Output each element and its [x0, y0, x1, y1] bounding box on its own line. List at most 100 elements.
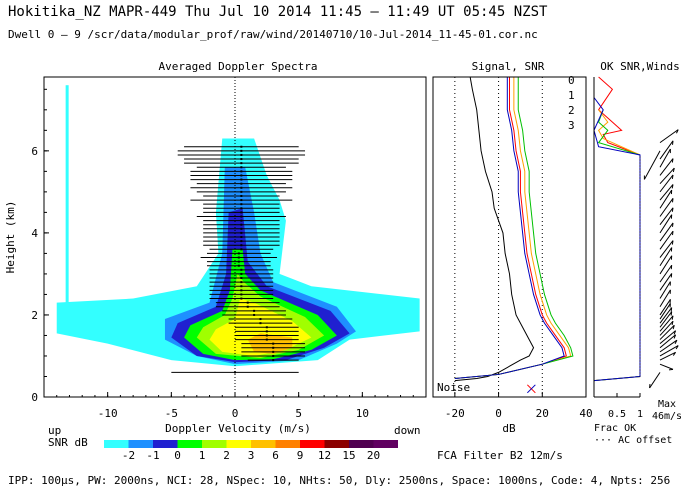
colorbar-swatch [349, 440, 374, 448]
mean-velocity-marker [240, 162, 243, 165]
mean-velocity-marker [240, 194, 243, 197]
mean-velocity-marker [240, 153, 243, 156]
wind-vector [643, 150, 661, 180]
colorbar-level-label: 2 [223, 449, 230, 462]
mean-velocity-marker [240, 178, 243, 181]
colorbar-swatch [300, 440, 325, 448]
winds-plot: 0.5 1 [593, 76, 679, 420]
spectra-xlabel: Doppler Velocity (m/s) [165, 422, 311, 435]
mean-velocity-marker [272, 342, 275, 345]
wind-vector [659, 303, 671, 320]
x-tick-label: 10 [356, 407, 369, 420]
snr-xlabel: dB [502, 422, 516, 435]
spectra-title: Averaged Doppler Spectra [159, 60, 318, 73]
mean-velocity-marker [240, 190, 243, 193]
x-tick-label: 5 [295, 407, 302, 420]
mean-velocity-marker [240, 289, 243, 292]
mean-velocity-marker [240, 281, 243, 284]
wind-arrowhead [672, 351, 677, 356]
y-tick-label: 6 [31, 145, 38, 158]
wind-vector [659, 129, 679, 144]
mean-velocity-marker [240, 240, 243, 243]
colorbar-swatch [275, 440, 300, 448]
filter-label: FCA Filter B2 12m/s [437, 449, 563, 462]
wind-vector [659, 281, 671, 299]
colorbar-swatch [128, 440, 153, 448]
mean-velocity-marker [259, 322, 262, 325]
wind-vector [659, 184, 674, 201]
header-title: Hokitika_NZ MAPR-449 Thu Jul 10 2014 11:… [8, 4, 548, 20]
wind-arrowhead [671, 315, 674, 320]
mean-velocity-marker [265, 338, 268, 341]
mean-velocity-marker [237, 256, 240, 259]
max-label: Max [658, 399, 676, 410]
colorbar-down-label: down [394, 424, 421, 437]
wind-arrowhead [673, 334, 677, 339]
fracok-series-0 [593, 76, 641, 382]
snr-series-3 [454, 77, 565, 380]
x-tick-label: 0 [495, 407, 502, 420]
colorbar-level-label: 15 [342, 449, 355, 462]
wind-vector [659, 174, 674, 193]
noise-marker [527, 384, 536, 394]
colorbar-level-label: 3 [248, 449, 255, 462]
mean-velocity-marker [265, 334, 268, 337]
snr-plot: -20 0 20 40 [445, 76, 593, 420]
colorbar-swatch [251, 440, 276, 448]
wind-vector [659, 351, 676, 361]
mean-velocity-marker [240, 182, 243, 185]
wind-vector [659, 339, 678, 353]
y-tick-label: 2 [31, 309, 38, 322]
wind-vector [659, 307, 673, 324]
legend-entry-0: 0 [568, 74, 575, 87]
colorbar-swatch [202, 440, 227, 448]
mean-velocity-marker [240, 268, 243, 271]
x-tick-label: 0 [232, 407, 239, 420]
fracok-label: Frac OK [594, 423, 636, 434]
snr-title: Signal, SNR [472, 60, 545, 73]
spectra-heatmap [56, 77, 420, 397]
mean-velocity-marker [253, 313, 256, 316]
x-tick-label: 1 [637, 409, 643, 420]
snr-frame [432, 76, 587, 398]
wind-arrowhead [672, 325, 675, 330]
wind-vector [659, 214, 673, 234]
wind-vector [659, 311, 673, 328]
wind-arrowhead [671, 207, 674, 212]
wind-vector [659, 324, 675, 340]
mean-velocity-marker [237, 260, 240, 263]
colorbar-swatch [104, 440, 129, 448]
wind-arrowhead [671, 321, 674, 326]
snr-colorbar: -2 -1 0 1 2 3 6 9 12 15 20 [104, 440, 398, 462]
wind-vector [659, 247, 673, 266]
mean-velocity-marker [237, 264, 240, 267]
legend-entry-3: 3 [568, 119, 575, 132]
mean-velocity-marker [240, 219, 243, 222]
colorbar-up-label: up [48, 424, 61, 437]
colorbar-swatch [153, 440, 178, 448]
wind-vector [659, 148, 671, 168]
mean-velocity-marker [240, 207, 243, 210]
snr-series-2 [454, 77, 574, 380]
wind-vector [659, 197, 674, 217]
mean-velocity-marker [240, 203, 243, 206]
colorbar-level-label: -2 [122, 449, 135, 462]
wind-arrowhead [675, 345, 679, 350]
mean-velocity-marker [240, 149, 243, 152]
mean-velocity-marker [240, 158, 243, 161]
wind-vector [659, 264, 673, 283]
wind-vector [659, 320, 674, 336]
wind-arrowhead [671, 174, 674, 180]
wind-vector [659, 240, 674, 258]
wind-vector [659, 255, 673, 275]
colorbar-level-label: -1 [146, 449, 159, 462]
mean-velocity-marker [240, 215, 243, 218]
mean-velocity-marker [234, 371, 236, 374]
mean-velocity-marker [240, 244, 243, 247]
mean-velocity-marker [265, 330, 268, 333]
wind-vector [659, 230, 674, 250]
x-tick-label: 20 [536, 407, 549, 420]
mean-velocity-marker [240, 277, 243, 280]
mean-velocity-marker [240, 199, 243, 202]
